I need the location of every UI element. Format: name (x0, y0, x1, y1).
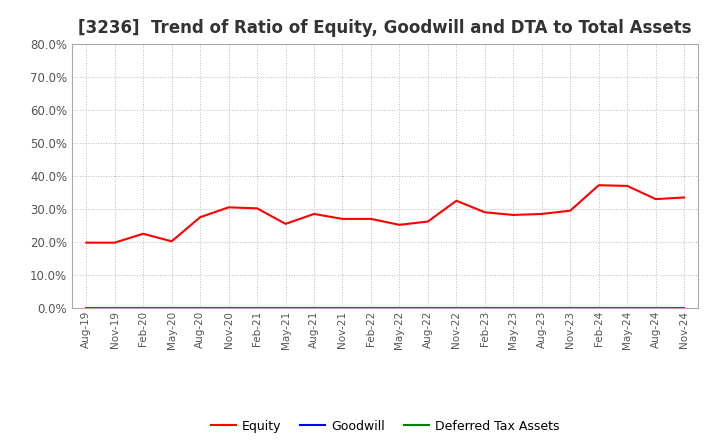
Equity (225, 205, 233, 210)
Goodwill (110, 305, 119, 311)
Goodwill (452, 305, 461, 311)
Goodwill (310, 305, 318, 311)
Equity (623, 183, 631, 188)
Deferred Tax Assets (253, 305, 261, 311)
Goodwill (595, 305, 603, 311)
Goodwill (338, 305, 347, 311)
Deferred Tax Assets (652, 305, 660, 311)
Equity (595, 183, 603, 188)
Deferred Tax Assets (395, 305, 404, 311)
Equity (253, 205, 261, 211)
Deferred Tax Assets (595, 305, 603, 311)
Equity (395, 222, 404, 227)
Deferred Tax Assets (338, 305, 347, 311)
Deferred Tax Assets (537, 305, 546, 311)
Deferred Tax Assets (452, 305, 461, 311)
Equity (452, 198, 461, 203)
Deferred Tax Assets (480, 305, 489, 311)
Deferred Tax Assets (680, 305, 688, 311)
Equity (537, 211, 546, 216)
Goodwill (196, 305, 204, 311)
Deferred Tax Assets (167, 305, 176, 311)
Deferred Tax Assets (366, 305, 375, 311)
Equity (310, 211, 318, 216)
Deferred Tax Assets (509, 305, 518, 311)
Goodwill (566, 305, 575, 311)
Goodwill (623, 305, 631, 311)
Legend: Equity, Goodwill, Deferred Tax Assets: Equity, Goodwill, Deferred Tax Assets (206, 414, 564, 437)
Equity (139, 231, 148, 236)
Deferred Tax Assets (225, 305, 233, 311)
Equity (110, 240, 119, 245)
Goodwill (652, 305, 660, 311)
Deferred Tax Assets (139, 305, 148, 311)
Goodwill (423, 305, 432, 311)
Equity (480, 210, 489, 215)
Goodwill (282, 305, 290, 311)
Equity (196, 215, 204, 220)
Deferred Tax Assets (310, 305, 318, 311)
Equity (509, 213, 518, 218)
Equity (366, 216, 375, 221)
Equity (338, 216, 347, 221)
Equity (423, 219, 432, 224)
Goodwill (480, 305, 489, 311)
Deferred Tax Assets (423, 305, 432, 311)
Goodwill (139, 305, 148, 311)
Goodwill (225, 305, 233, 311)
Goodwill (680, 305, 688, 311)
Deferred Tax Assets (282, 305, 290, 311)
Deferred Tax Assets (623, 305, 631, 311)
Equity (167, 238, 176, 244)
Goodwill (82, 305, 91, 311)
Deferred Tax Assets (196, 305, 204, 311)
Goodwill (253, 305, 261, 311)
Goodwill (167, 305, 176, 311)
Equity (652, 196, 660, 202)
Equity (282, 221, 290, 227)
Goodwill (537, 305, 546, 311)
Goodwill (509, 305, 518, 311)
Goodwill (366, 305, 375, 311)
Equity (680, 195, 688, 200)
Goodwill (395, 305, 404, 311)
Line: Equity: Equity (86, 185, 684, 242)
Equity (82, 240, 91, 245)
Deferred Tax Assets (82, 305, 91, 311)
Equity (566, 208, 575, 213)
Deferred Tax Assets (566, 305, 575, 311)
Deferred Tax Assets (110, 305, 119, 311)
Title: [3236]  Trend of Ratio of Equity, Goodwill and DTA to Total Assets: [3236] Trend of Ratio of Equity, Goodwil… (78, 19, 692, 37)
